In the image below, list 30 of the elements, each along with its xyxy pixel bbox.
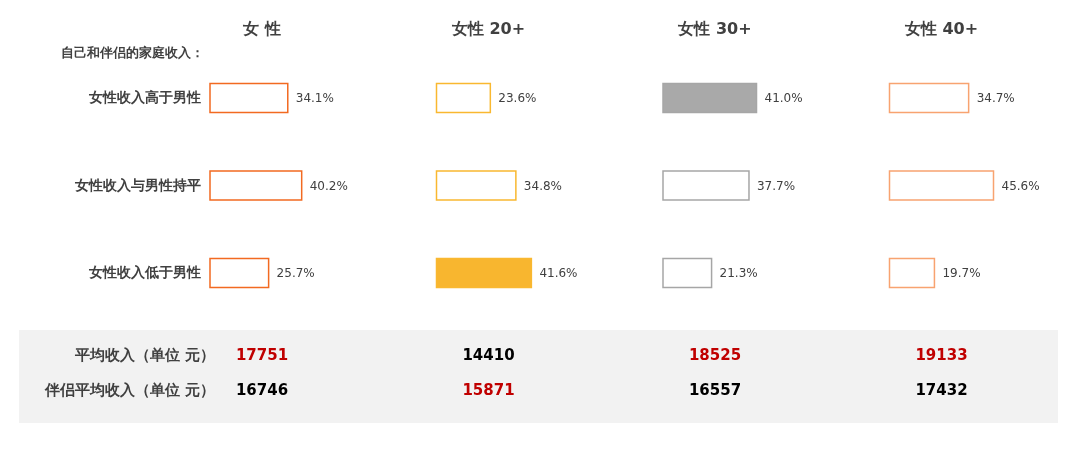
data-label: 25.7%	[276, 266, 315, 281]
text: 15871	[462, 381, 515, 399]
data-label: 34.1%	[295, 90, 334, 105]
chart-title: 女性 30+	[677, 19, 752, 38]
data-label: 41.0%	[764, 90, 803, 105]
text: 17432	[915, 381, 968, 399]
text: 16557	[688, 381, 742, 399]
data-label: 34.8%	[523, 178, 562, 193]
data-label: 40.2%	[309, 178, 348, 193]
data-label: 19.7%	[942, 266, 981, 281]
data-label: 45.6%	[1001, 178, 1040, 193]
chart-title: 女 性	[242, 19, 281, 38]
data-label: 34.7%	[976, 90, 1015, 105]
data-label: 37.7%	[756, 178, 796, 193]
y-tick-label: 女性收入与男性持平	[73, 176, 201, 193]
chart-title: 女性 40+	[903, 19, 979, 38]
data-label: 23.6%	[498, 90, 537, 105]
text: 19133	[915, 346, 968, 364]
y-tick-label: 女性收入高于男性	[87, 88, 201, 105]
text: 17751	[235, 346, 289, 364]
data-label: 41.6%	[539, 266, 578, 281]
text: 16746	[235, 381, 289, 399]
text: 平均收入（单位 元）	[73, 346, 215, 364]
text: 伴侣平均收入（单位 元）	[43, 381, 215, 399]
text: 14410	[462, 346, 515, 364]
y-axis-title: 自己和伴侣的家庭收入：	[60, 44, 204, 60]
chart-title: 女性 20+	[450, 19, 526, 38]
text: 18525	[688, 346, 742, 364]
y-tick-label: 女性收入低于男性	[87, 264, 201, 281]
data-label: 21.3%	[719, 266, 758, 281]
